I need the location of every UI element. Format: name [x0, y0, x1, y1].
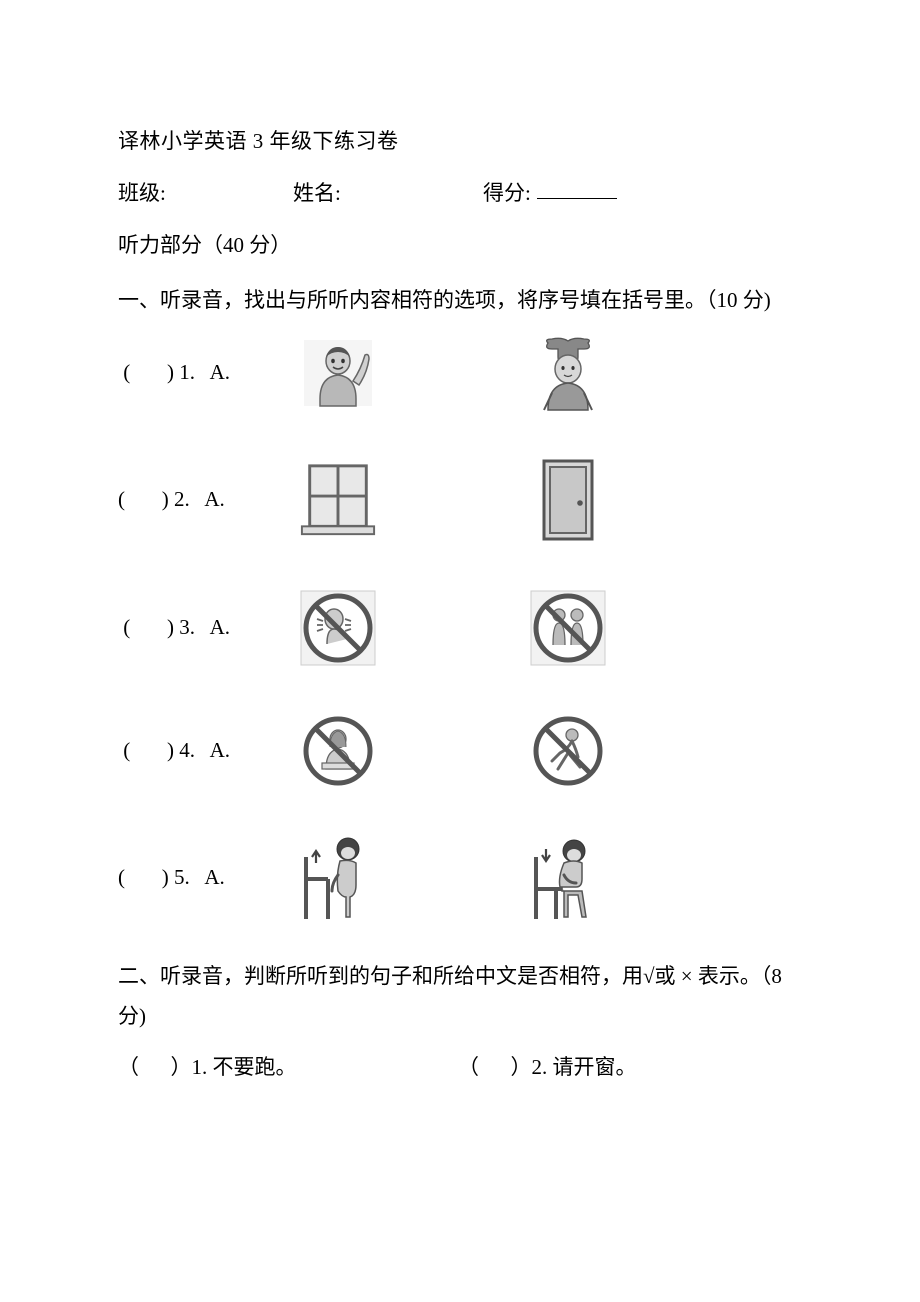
- q5-option-b: [528, 835, 608, 921]
- listening-header: 听力部分（40 分）: [118, 229, 802, 259]
- score-blank[interactable]: [537, 177, 617, 199]
- question-row-2: ( ) 2. A.: [118, 457, 802, 543]
- q1-option-a: [298, 339, 378, 407]
- girl-portrait-icon: [534, 335, 602, 411]
- q3-option-a: [298, 589, 378, 667]
- q4-prefix[interactable]: ( ) 4. A.: [118, 738, 298, 763]
- no-playing-icon: [529, 589, 607, 667]
- q3-prefix[interactable]: ( ) 3. A.: [118, 615, 298, 640]
- q2-prefix[interactable]: ( ) 2. A.: [118, 487, 298, 512]
- s2-q2[interactable]: （ ）2. 请开窗。: [458, 1051, 637, 1081]
- s2-q1[interactable]: （ ）1. 不要跑。: [118, 1051, 458, 1081]
- question-row-4: ( ) 4. A.: [118, 713, 802, 789]
- section2-instruction: 二、听录音，判断所听到的句子和所给中文是否相符，用√或 × 表示。（8 分): [118, 957, 802, 1037]
- class-label: 班级:: [118, 177, 293, 207]
- q2-option-a: [298, 459, 378, 541]
- worksheet-title: 译林小学英语 3 年级下练习卷: [118, 125, 802, 155]
- q4-option-b: [528, 713, 608, 789]
- q5-prefix[interactable]: ( ) 5. A.: [118, 865, 298, 890]
- sit-down-icon: [528, 835, 608, 921]
- score-label: 得分:: [483, 177, 531, 207]
- question-row-3: ( ) 3. A.: [118, 589, 802, 667]
- q1-option-b: [528, 335, 608, 411]
- stand-up-icon: [298, 835, 378, 921]
- info-line: 班级: 姓名: 得分:: [118, 177, 802, 207]
- no-eating-icon: [300, 713, 376, 789]
- man-waving-icon: [303, 339, 373, 407]
- window-icon: [298, 459, 378, 541]
- q1-prefix[interactable]: ( ) 1. A.: [118, 360, 298, 385]
- q4-option-a: [298, 713, 378, 789]
- question-row-5: ( ) 5. A.: [118, 835, 802, 921]
- q2-option-b: [528, 457, 608, 543]
- q5-option-a: [298, 835, 378, 921]
- section2-row: （ ）1. 不要跑。 （ ）2. 请开窗。: [118, 1051, 802, 1081]
- section1-instruction: 一、听录音，找出与所听内容相符的选项，将序号填在括号里。（10 分): [118, 281, 802, 321]
- question-row-1: ( ) 1. A.: [118, 335, 802, 411]
- no-shouting-icon: [299, 589, 377, 667]
- name-label: 姓名:: [293, 177, 483, 207]
- no-running-icon: [530, 713, 606, 789]
- q3-option-b: [528, 589, 608, 667]
- door-icon: [540, 457, 596, 543]
